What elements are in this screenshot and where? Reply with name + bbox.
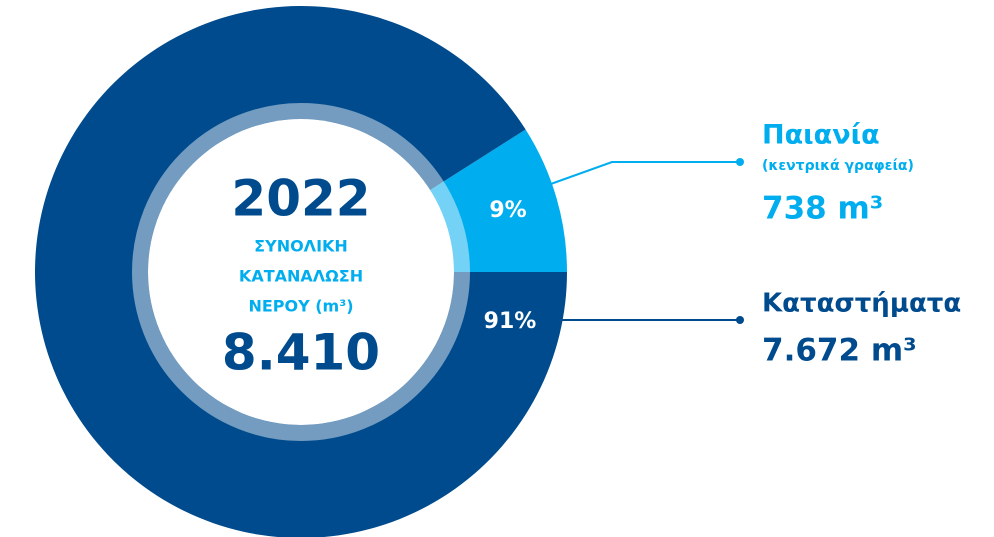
leader-line: [547, 161, 740, 186]
legend-label: Καταστήματα: [762, 289, 961, 319]
slice: [35, 6, 567, 537]
center-disc: [148, 119, 454, 425]
leader-dot: [736, 158, 744, 166]
inner-ring: [132, 103, 470, 441]
slice: [427, 129, 567, 272]
slice-label: 9%: [489, 198, 526, 223]
center-total: 8.410: [222, 324, 380, 382]
center-label: ΣΥΝΟΛΙΚΗ: [254, 237, 348, 256]
slice-label: 91%: [484, 309, 537, 334]
center-label: ΝΕΡΟΥ (m³): [248, 297, 353, 316]
legend-note: (κεντρικά γραφεία): [762, 158, 914, 174]
center-year: 2022: [231, 170, 370, 228]
legend-amount: 738 m³: [762, 191, 883, 227]
center-label: ΚΑΤΑΝΑΛΩΣΗ: [239, 267, 363, 286]
legend-amount: 7.672 m³: [762, 333, 917, 369]
leader-dot: [736, 316, 744, 324]
legend-label: Παιανία: [762, 120, 880, 151]
